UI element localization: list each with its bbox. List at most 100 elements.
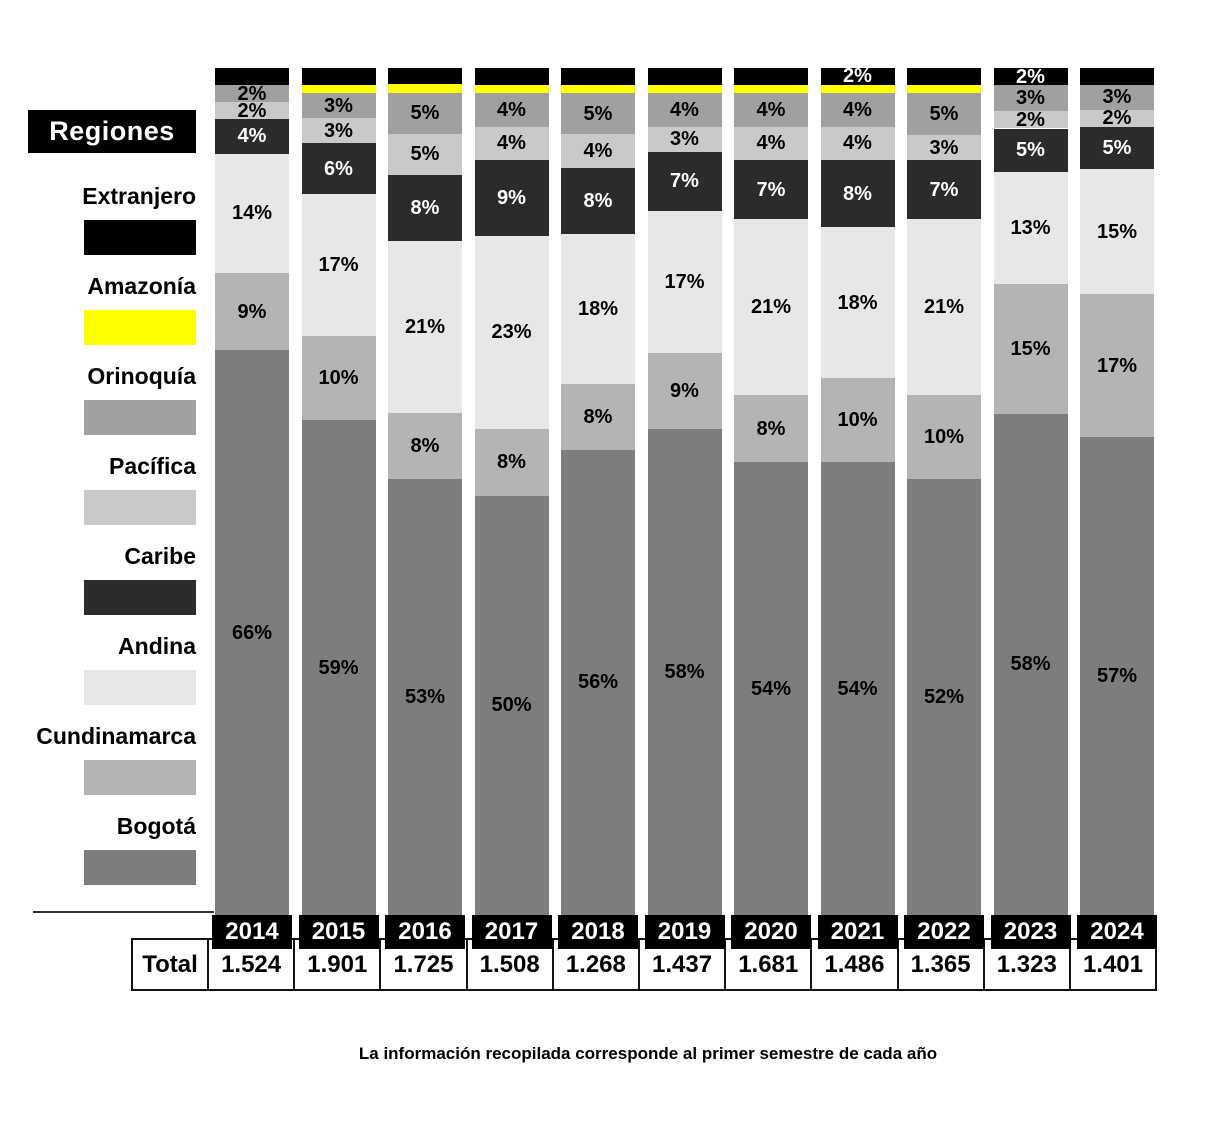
bar-segment-2023-caribe: 5% <box>993 128 1068 172</box>
bar-segment-2021-extranjero: 2% <box>820 65 895 88</box>
bar-segment-2024-orinoquia: 3% <box>1080 84 1154 110</box>
segment-value-label: 5% <box>929 103 959 126</box>
bar-segment-2014-pacifica: 2% <box>215 99 289 122</box>
bar-segment-2016-extranjero <box>388 68 462 85</box>
legend-item-caribe: Caribe <box>28 543 196 615</box>
bar-segment-2017-caribe: 9% <box>474 160 549 236</box>
year-badge-2015: 2015 <box>298 915 379 949</box>
legend-title: Regiones <box>28 110 196 153</box>
legend-item-cundinamarca: Cundinamarca <box>28 723 196 795</box>
segment-value-label: 2% <box>843 65 872 88</box>
segment-value-label: 59% <box>318 656 359 679</box>
legend-item-extranjero: Extranjero <box>28 183 196 255</box>
total-value-2014: 1.524 <box>207 940 293 989</box>
bar-segment-2018-bogota: 56% <box>561 449 635 915</box>
segment-value-label: 5% <box>1102 136 1132 159</box>
segment-value-label: 7% <box>670 170 699 193</box>
footnote-caption: La información recopilada corresponde al… <box>358 1044 938 1063</box>
year-badge-2023: 2023 <box>990 915 1071 949</box>
total-value-2020: 1.681 <box>724 940 810 989</box>
segment-value-label: 17% <box>318 254 359 277</box>
segment-value-label: 3% <box>670 128 699 151</box>
segment-value-label: 7% <box>756 178 786 201</box>
bar-segment-2017-pacifica: 4% <box>474 126 549 161</box>
bar-segment-2015-extranjero <box>301 68 376 85</box>
segment-value-label: 18% <box>837 291 878 314</box>
bar-segment-2014-extranjero <box>215 68 289 86</box>
bar-segment-2024-caribe: 5% <box>1080 126 1154 169</box>
legend-item-label: Amazonía <box>87 273 196 299</box>
bar-segment-2024-extranjero <box>1080 68 1154 85</box>
bar-segment-2016-orinoquia: 5% <box>388 92 462 134</box>
bar-segment-2020-amazonia <box>734 84 808 94</box>
segment-value-label: 8% <box>410 435 440 458</box>
bar-segment-2019-bogota: 58% <box>647 428 722 915</box>
segment-value-label: 4% <box>583 140 613 163</box>
bar-segment-2014-caribe: 4% <box>215 119 289 154</box>
segment-value-label: 4% <box>756 132 786 155</box>
bar-segment-2016-pacifica: 5% <box>388 133 462 175</box>
segment-value-label: 4% <box>497 132 526 155</box>
bar-segment-2023-bogota: 58% <box>993 413 1068 915</box>
bar-segment-2016-andina: 21% <box>388 240 462 414</box>
bar-segment-2023-orinoquia: 3% <box>993 85 1068 112</box>
bar-segment-2017-andina: 23% <box>474 235 549 429</box>
segment-value-label: 2% <box>1016 108 1045 131</box>
segment-value-label: 21% <box>750 295 792 318</box>
total-value-2021: 1.486 <box>810 940 896 989</box>
bar-segment-2015-caribe: 6% <box>301 143 376 194</box>
segment-value-label: 8% <box>756 417 786 440</box>
bar-segment-2020-pacifica: 4% <box>734 126 808 161</box>
segment-value-label: 58% <box>1010 653 1051 676</box>
bar-segment-2024-cundinamarca: 17% <box>1080 294 1154 437</box>
segment-value-label: 4% <box>756 98 786 121</box>
legend-swatch <box>84 220 196 255</box>
segment-value-label: 10% <box>318 367 359 390</box>
legend-item-label: Bogotá <box>116 813 196 839</box>
bar-segment-2022-bogota: 52% <box>907 478 981 915</box>
total-value-2015: 1.901 <box>293 940 379 989</box>
segment-value-label: 23% <box>491 321 532 344</box>
bar-segment-2021-amazonia <box>820 84 895 94</box>
bar-segment-2021-andina: 18% <box>820 227 895 379</box>
bar-segment-2018-orinoquia: 5% <box>561 92 635 135</box>
axis-baseline <box>33 911 214 913</box>
year-badge-2020: 2020 <box>731 915 811 949</box>
bar-segment-2022-andina: 21% <box>907 218 981 396</box>
legend-swatch <box>84 490 196 525</box>
bar-segment-2021-orinoquia: 4% <box>820 93 895 127</box>
legend-item-pacifica: Pacífica <box>28 453 196 525</box>
bar-segment-2015-amazonia <box>301 84 376 94</box>
bar-segment-2015-bogota: 59% <box>301 420 376 915</box>
bar-segment-2020-caribe: 7% <box>734 160 808 219</box>
total-row-label: Total <box>142 950 198 978</box>
bar-segment-2019-andina: 17% <box>647 210 722 354</box>
segment-value-label: 3% <box>324 94 353 117</box>
bar-segment-2017-extranjero <box>474 68 549 85</box>
bar-segment-2016-cundinamarca: 8% <box>388 413 462 480</box>
total-value-2017: 1.508 <box>465 940 552 989</box>
bar-segment-2022-cundinamarca: 10% <box>907 395 981 479</box>
segment-value-label: 54% <box>750 677 792 700</box>
bar-segment-2015-cundinamarca: 10% <box>301 336 376 421</box>
bar-segment-2022-pacifica: 3% <box>907 135 981 161</box>
segment-value-label: 3% <box>1102 86 1132 109</box>
bar-segment-2020-extranjero <box>734 68 808 85</box>
legend-item-label: Caribe <box>124 543 196 569</box>
bar-segment-2020-cundinamarca: 8% <box>734 395 808 463</box>
total-value-2024: 1.401 <box>1068 940 1155 989</box>
total-value-2022: 1.365 <box>896 940 983 989</box>
legend-swatch <box>84 310 196 345</box>
bar-segment-2019-amazonia <box>647 84 722 94</box>
bar-segment-2018-cundinamarca: 8% <box>561 383 635 450</box>
legend-swatch <box>84 580 196 615</box>
legend-item-label: Cundinamarca <box>36 723 196 749</box>
legend-panel: Regiones Extranjero Amazonía Orinoquía Pací… <box>28 110 196 885</box>
bar-segment-2015-pacifica: 3% <box>301 118 376 144</box>
bar-segment-2014-orinoquia: 2% <box>215 84 289 104</box>
bar-segment-2017-cundinamarca: 8% <box>474 428 549 496</box>
segment-value-label: 5% <box>583 102 613 125</box>
segment-value-label: 3% <box>324 119 353 142</box>
segment-value-label: 2% <box>237 99 267 122</box>
segment-value-label: 9% <box>237 300 267 323</box>
